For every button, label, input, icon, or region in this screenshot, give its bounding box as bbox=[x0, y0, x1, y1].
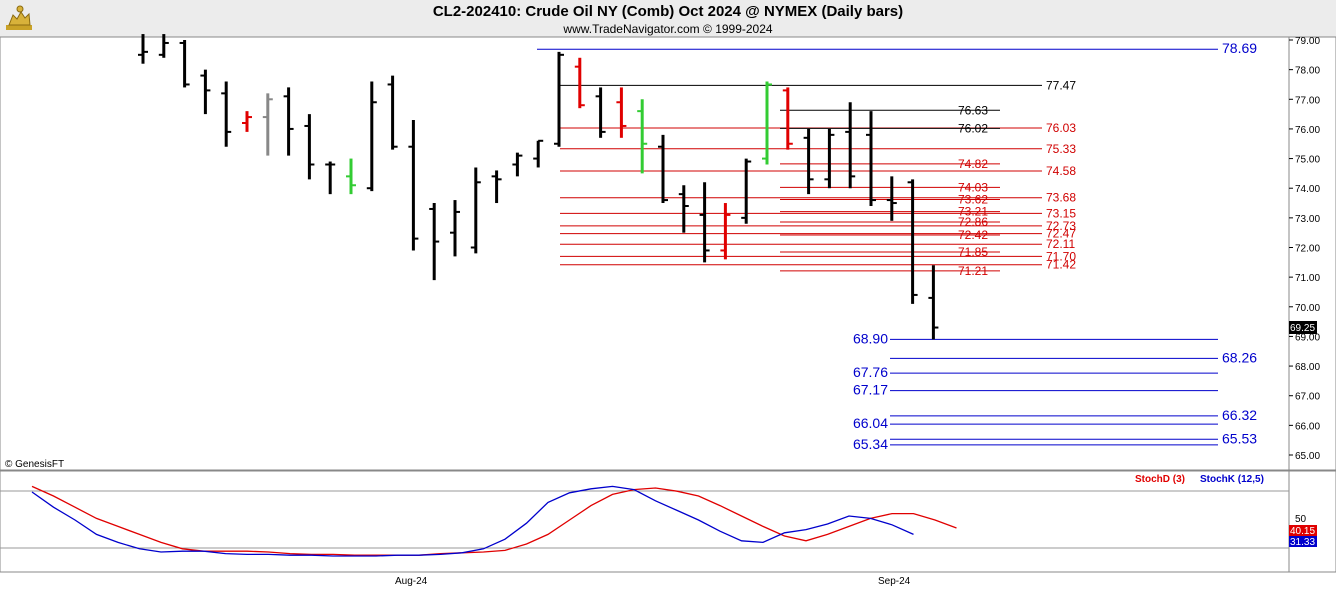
gold-bull-logo-icon bbox=[6, 5, 32, 30]
price-levels: 78.69 77.47 76.63 76.03 76.02 75.33 74.82 74.58… bbox=[537, 40, 1257, 452]
price-level-label: 77.47 bbox=[1046, 78, 1076, 92]
price-level-label: 72.86 bbox=[958, 215, 988, 229]
price-level-label: 76.02 bbox=[958, 121, 988, 135]
y-tick-label: 76.00 bbox=[1295, 125, 1320, 136]
price-level-label: 66.32 bbox=[1222, 407, 1257, 423]
last-price-tag bbox=[1289, 321, 1317, 334]
stoch-k-line bbox=[31, 485, 914, 557]
price-level-label: 67.17 bbox=[853, 382, 888, 398]
price-level-label: 78.69 bbox=[1222, 40, 1257, 56]
price-level-label: 68.90 bbox=[853, 330, 888, 346]
price-level-label: 73.21 bbox=[958, 205, 988, 219]
stoch-d-line bbox=[31, 485, 957, 556]
price-level-label: 74.03 bbox=[958, 180, 988, 194]
stoch-d-value: 40.15 bbox=[1290, 526, 1315, 537]
y-tick-label: 72.00 bbox=[1295, 244, 1320, 255]
price-level-label: 75.33 bbox=[1046, 142, 1076, 156]
y-tick-label: 70.00 bbox=[1295, 303, 1320, 314]
x-tick-aug: Aug-24 bbox=[395, 576, 428, 587]
price-level-label: 73.15 bbox=[1046, 206, 1076, 220]
price-level-label: 65.34 bbox=[853, 436, 888, 452]
stoch-axis bbox=[1288, 470, 1336, 573]
y-tick-label: 69.00 bbox=[1295, 332, 1320, 343]
price-level-label: 72.42 bbox=[958, 228, 988, 242]
legend-stoch-k: StochK (12,5) bbox=[1200, 474, 1264, 485]
watermark: © GenesisFT bbox=[5, 459, 64, 470]
price-level-label: 76.63 bbox=[958, 103, 988, 117]
price-level-label: 76.03 bbox=[1046, 121, 1076, 135]
price-axis-ticks: 79.00 78.00 77.00 76.00 75.00 74.00 73.00 72.00… bbox=[1289, 36, 1320, 462]
y-tick-label: 73.00 bbox=[1295, 214, 1320, 225]
last-price-label: 69.25 bbox=[1290, 323, 1315, 334]
price-level-label: 74.58 bbox=[1046, 164, 1076, 178]
stoch-k-tag bbox=[1289, 536, 1317, 547]
price-level-label: 73.68 bbox=[1046, 191, 1076, 205]
stoch-d-tag bbox=[1289, 525, 1317, 536]
price-axis bbox=[1288, 36, 1336, 471]
y-tick-label: 79.00 bbox=[1295, 36, 1320, 47]
y-tick-label: 66.00 bbox=[1295, 421, 1320, 432]
chart-title: CL2-202410: Crude Oil NY (Comb) Oct 2024… bbox=[432, 3, 904, 20]
price-level-label: 66.04 bbox=[853, 415, 888, 431]
stoch-tick-50: 50 bbox=[1295, 514, 1307, 525]
price-level-label: 73.62 bbox=[958, 192, 988, 206]
price-level-label: 68.26 bbox=[1222, 349, 1257, 365]
y-tick-label: 74.00 bbox=[1295, 184, 1320, 195]
legend-stoch-d: StochD (3) bbox=[1135, 474, 1185, 485]
price-level-label: 71.85 bbox=[958, 245, 988, 259]
x-tick-sep: Sep-24 bbox=[878, 576, 911, 587]
price-level-label: 71.70 bbox=[1046, 249, 1076, 263]
price-level-label: 67.76 bbox=[853, 364, 888, 380]
y-tick-label: 75.00 bbox=[1295, 155, 1320, 166]
price-level-label: 65.53 bbox=[1222, 430, 1257, 446]
price-level-label: 74.82 bbox=[958, 157, 988, 171]
price-level-label: 71.21 bbox=[958, 264, 988, 278]
price-level-label: 72.73 bbox=[1046, 219, 1076, 233]
stoch-panel bbox=[0, 470, 1290, 573]
stoch-lines bbox=[31, 485, 957, 557]
chart-subtitle: www.TradeNavigator.com © 1999-2024 bbox=[563, 22, 773, 36]
chart-header bbox=[0, 0, 1336, 37]
price-level-label: 72.47 bbox=[1046, 227, 1076, 241]
y-tick-label: 77.00 bbox=[1295, 95, 1320, 106]
y-tick-label: 78.00 bbox=[1295, 66, 1320, 77]
price-level-label: 71.42 bbox=[1046, 258, 1076, 272]
y-tick-label: 65.00 bbox=[1295, 451, 1320, 462]
price-panel bbox=[0, 36, 1290, 471]
y-tick-label: 67.00 bbox=[1295, 392, 1320, 403]
y-tick-label: 71.00 bbox=[1295, 273, 1320, 284]
stoch-k-value: 31.33 bbox=[1290, 537, 1315, 548]
y-tick-label: 68.00 bbox=[1295, 362, 1320, 373]
price-bars bbox=[138, 34, 939, 340]
price-level-label: 72.11 bbox=[1046, 237, 1075, 251]
